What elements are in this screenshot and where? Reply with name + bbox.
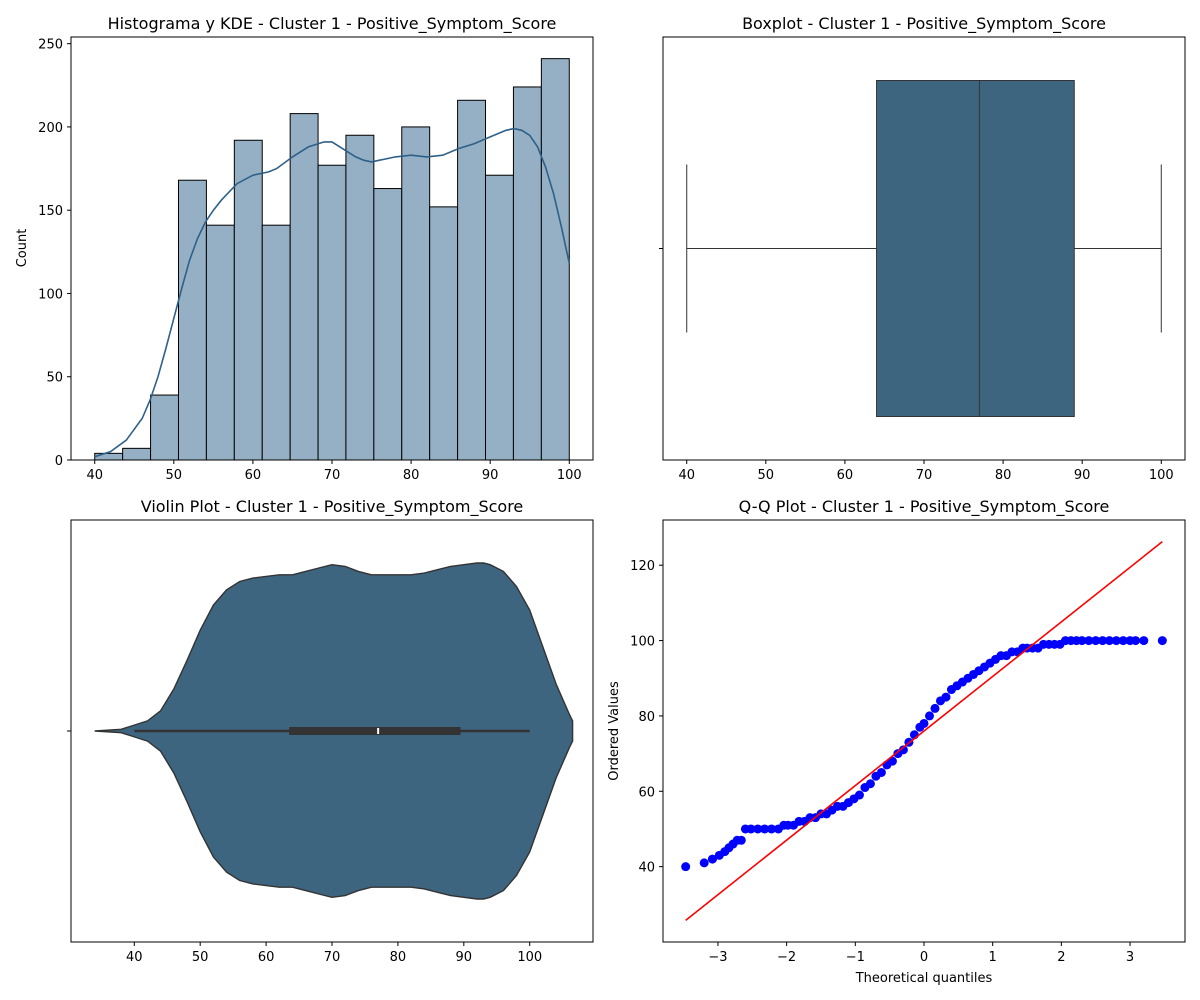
qq-point	[919, 718, 929, 728]
qq-xtick-label: 2	[1057, 950, 1065, 965]
qq-ytick-label: 100	[630, 635, 655, 650]
qq-xtick-label: 3	[1126, 950, 1134, 965]
histogram-bar	[540, 58, 570, 461]
qq-point	[1139, 636, 1149, 646]
histogram-bar	[233, 139, 263, 461]
histogram-ytick-label: 200	[38, 121, 63, 136]
qq-ytick-label: 120	[630, 559, 655, 574]
histogram-bar	[150, 394, 179, 461]
qq-title: Q-Q Plot - Cluster 1 - Positive_Symptom_…	[739, 497, 1110, 517]
qq-point	[941, 692, 951, 702]
histogram-ytick-label: 100	[38, 287, 63, 302]
qq-point	[753, 824, 763, 834]
histogram-bar	[401, 126, 431, 461]
histogram-bar	[512, 86, 542, 461]
qq-point	[736, 835, 746, 845]
histogram-bar	[289, 113, 319, 461]
violin-xtick-label: 90	[456, 950, 473, 965]
qq-fit-line	[685, 541, 1163, 921]
histogram-bar	[317, 164, 347, 461]
histogram-xtick-label: 100	[557, 468, 582, 483]
violin-xtick-label: 100	[517, 950, 542, 965]
qq-point	[898, 745, 908, 755]
boxplot-panel: Boxplot - Cluster 1 - Positive_Symptom_S…	[659, 14, 1186, 483]
violin-title: Violin Plot - Cluster 1 - Positive_Sympt…	[141, 497, 524, 517]
qq-panel: Q-Q Plot - Cluster 1 - Positive_Symptom_…	[607, 497, 1186, 986]
histogram-xtick-label: 50	[166, 468, 183, 483]
histogram-bar	[122, 447, 152, 461]
qq-xtick-label: −3	[708, 950, 727, 965]
histogram-ytick-label: 150	[38, 204, 63, 219]
qq-xtick-label: −1	[846, 950, 865, 965]
histogram-ytick-label: 250	[38, 38, 63, 53]
qq-xtick-label: −2	[777, 950, 796, 965]
histogram-ytick-label: 0	[55, 454, 63, 469]
histogram-title: Histograma y KDE - Cluster 1 - Positive_…	[108, 14, 557, 34]
histogram-bar	[429, 206, 459, 461]
qq-point	[1111, 636, 1121, 646]
histogram-xtick-label: 90	[482, 468, 499, 483]
qq-point	[930, 703, 940, 713]
histogram-ylabel: Count	[15, 229, 30, 268]
histogram-bar	[177, 179, 207, 461]
boxplot-xtick-label: 60	[837, 468, 854, 483]
boxplot-xtick-label: 40	[678, 468, 695, 483]
qq-point	[760, 824, 770, 834]
qq-point	[924, 711, 934, 721]
qq-point	[1118, 636, 1128, 646]
qq-point	[1104, 636, 1114, 646]
boxplot-xtick-label: 90	[1074, 468, 1091, 483]
box-iqr	[876, 80, 1075, 417]
qq-point	[1157, 636, 1167, 646]
histogram-xtick-label: 60	[245, 468, 262, 483]
histogram-bar	[94, 452, 124, 461]
violin-xtick-label: 50	[192, 950, 209, 965]
boxplot-xtick-label: 50	[758, 468, 775, 483]
histogram-panel: Histograma y KDE - Cluster 1 - Positive_…	[15, 14, 594, 483]
qq-ytick-label: 60	[638, 785, 655, 800]
boxplot-xtick-label: 80	[995, 468, 1012, 483]
violin-xtick-label: 60	[258, 950, 275, 965]
qq-ytick-label: 40	[638, 861, 655, 876]
histogram-ytick-label: 50	[46, 371, 63, 386]
boxplot-xtick-label: 100	[1149, 468, 1174, 483]
histogram-bar	[345, 134, 375, 461]
qq-point	[746, 824, 756, 834]
qq-xlabel: Theoretical quantiles	[855, 971, 993, 986]
qq-point	[1084, 636, 1094, 646]
qq-ytick-label: 80	[638, 710, 655, 725]
qq-point	[865, 779, 875, 789]
histogram-bar	[261, 224, 291, 461]
violin-iqr-box	[289, 727, 461, 735]
qq-point	[854, 790, 864, 800]
boxplot-title: Boxplot - Cluster 1 - Positive_Symptom_S…	[742, 14, 1106, 34]
histogram-bar	[457, 99, 487, 461]
histogram-bar	[485, 174, 514, 461]
kde-curve	[94, 127, 571, 458]
histogram-xtick-label: 40	[86, 468, 103, 483]
qq-ylabel: Ordered Values	[607, 681, 622, 781]
histogram-bar	[373, 188, 403, 461]
qq-point	[681, 862, 691, 872]
qq-point	[707, 854, 717, 864]
violin-median-marker	[377, 728, 380, 734]
qq-point	[1091, 636, 1101, 646]
boxplot-xtick-label: 70	[916, 468, 933, 483]
violin-xtick-label: 70	[324, 950, 341, 965]
qq-point	[1098, 636, 1108, 646]
qq-xtick-label: 0	[920, 950, 928, 965]
qq-point	[699, 858, 709, 868]
violin-xtick-label: 40	[126, 950, 143, 965]
histogram-xtick-label: 70	[324, 468, 341, 483]
qq-xtick-label: 1	[989, 950, 997, 965]
qq-point	[1131, 636, 1141, 646]
histogram-bar	[205, 224, 235, 461]
qq-point	[1077, 636, 1087, 646]
histogram-xtick-label: 80	[403, 468, 420, 483]
qq-point	[876, 767, 886, 777]
violin-xtick-label: 80	[390, 950, 407, 965]
violin-panel: Violin Plot - Cluster 1 - Positive_Sympt…	[67, 497, 594, 965]
qq-point	[767, 824, 777, 834]
